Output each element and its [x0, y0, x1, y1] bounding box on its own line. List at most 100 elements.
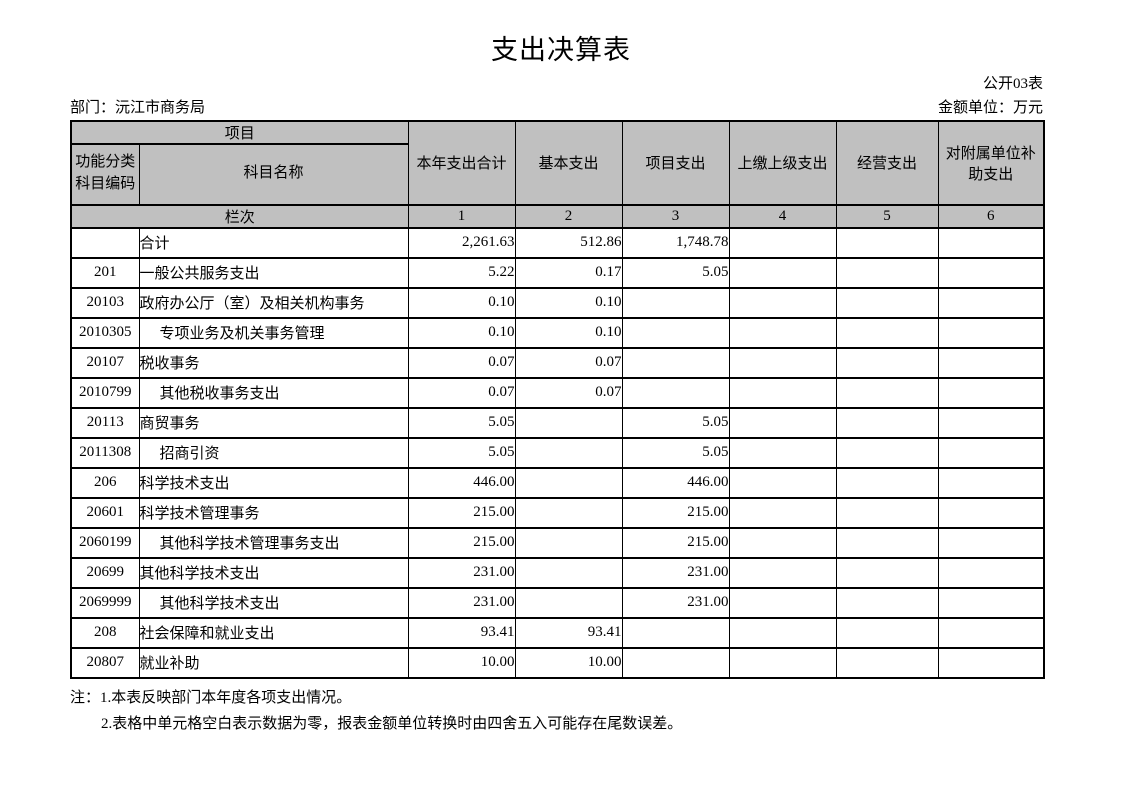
- row-basic-expenditure: 0.07: [514, 376, 623, 409]
- row-paid-to-higher-level: [728, 376, 837, 409]
- row-subject-name: 其他科学技术管理事务支出: [138, 526, 409, 559]
- row-subject-name: 科学技术管理事务: [138, 496, 409, 529]
- row-basic-expenditure: 0.17: [514, 256, 623, 289]
- row-subsidy-to-affiliates: [937, 526, 1045, 559]
- row-paid-to-higher-level: [728, 436, 837, 469]
- row-total-expenditure: 93.41: [407, 616, 516, 649]
- row-subsidy-to-affiliates: [937, 226, 1045, 259]
- row-subsidy-to-affiliates: [937, 376, 1045, 409]
- table-row: 208 社会保障和就业支出 93.41 93.41: [70, 616, 1045, 649]
- row-function-code: 20103: [70, 286, 140, 319]
- row-basic-expenditure: [514, 406, 623, 439]
- table-notes: 注：1.本表反映部门本年度各项支出情况。 2.表格中单元格空白表示数据为零，报表…: [70, 685, 1043, 738]
- header-project-expenditure: 项目支出: [621, 119, 730, 206]
- row-operating-expenditure: [835, 256, 939, 289]
- row-basic-expenditure: 10.00: [514, 646, 623, 679]
- column-number-4: 4: [728, 203, 837, 229]
- row-project-expenditure: 1,748.78: [621, 226, 730, 259]
- header-row-project: 项目 本年支出合计 基本支出 项目支出 上缴上级支出 经营支出 对附属单位补助支…: [70, 119, 1045, 206]
- row-function-code: 2010305: [70, 316, 140, 349]
- row-paid-to-higher-level: [728, 616, 837, 649]
- row-subject-name: 专项业务及机关事务管理: [138, 316, 409, 349]
- table-header: 项目 本年支出合计 基本支出 项目支出 上缴上级支出 经营支出 对附属单位补助支…: [70, 119, 1045, 229]
- row-paid-to-higher-level: [728, 646, 837, 679]
- row-project-expenditure: [621, 316, 730, 349]
- table-row: 20113 商贸事务 5.05 5.05: [70, 406, 1045, 439]
- row-subject-name: 其他税收事务支出: [138, 376, 409, 409]
- row-operating-expenditure: [835, 616, 939, 649]
- row-subject-name: 其他科学技术支出: [138, 586, 409, 619]
- header-function-code: 功能分类科目编码: [70, 142, 140, 206]
- row-subject-name: 招商引资: [138, 436, 409, 469]
- row-function-code: 201: [70, 256, 140, 289]
- row-total-expenditure: 215.00: [407, 526, 516, 559]
- column-number-5: 5: [835, 203, 939, 229]
- row-project-expenditure: 5.05: [621, 406, 730, 439]
- row-paid-to-higher-level: [728, 586, 837, 619]
- row-function-code: 20699: [70, 556, 140, 589]
- row-total-expenditure: 446.00: [407, 466, 516, 499]
- row-basic-expenditure: [514, 526, 623, 559]
- row-total-expenditure: 5.22: [407, 256, 516, 289]
- row-operating-expenditure: [835, 226, 939, 259]
- row-subject-name: 科学技术支出: [138, 466, 409, 499]
- row-subject-name: 其他科学技术支出: [138, 556, 409, 589]
- table-row: 20107 税收事务 0.07 0.07: [70, 346, 1045, 379]
- row-subsidy-to-affiliates: [937, 286, 1045, 319]
- row-subsidy-to-affiliates: [937, 406, 1045, 439]
- row-total-expenditure: 5.05: [407, 436, 516, 469]
- header-total-expenditure: 本年支出合计: [407, 119, 516, 206]
- header-project: 项目: [70, 119, 409, 145]
- row-paid-to-higher-level: [728, 406, 837, 439]
- meta-row: 部门：沅江市商务局 金额单位：万元: [70, 99, 1043, 117]
- department-label: 部门：沅江市商务局: [70, 99, 206, 116]
- form-code-label: 公开03表: [982, 75, 1043, 92]
- table-row: 2010799 其他税收事务支出 0.07 0.07: [70, 376, 1045, 409]
- row-subsidy-to-affiliates: [937, 586, 1045, 619]
- row-total-expenditure: 231.00: [407, 556, 516, 589]
- row-subsidy-to-affiliates: [937, 436, 1045, 469]
- row-project-expenditure: 5.05: [621, 256, 730, 289]
- header-row-column-index: 栏次 1 2 3 4 5 6: [70, 203, 1045, 229]
- table-body: 合计 2,261.63 512.86 1,748.78 201 一般公共服务支出…: [70, 226, 1045, 679]
- row-operating-expenditure: [835, 646, 939, 679]
- row-subject-name: 就业补助: [138, 646, 409, 679]
- row-function-code: 2010799: [70, 376, 140, 409]
- row-project-expenditure: 231.00: [621, 556, 730, 589]
- row-total-expenditure: 0.07: [407, 346, 516, 379]
- row-paid-to-higher-level: [728, 466, 837, 499]
- table-row: 201 一般公共服务支出 5.22 0.17 5.05: [70, 256, 1045, 289]
- row-paid-to-higher-level: [728, 286, 837, 319]
- row-basic-expenditure: 0.10: [514, 286, 623, 319]
- header-lanci: 栏次: [70, 203, 409, 229]
- row-subject-name: 政府办公厅（室）及相关机构事务: [138, 286, 409, 319]
- header-row-labels: 功能分类科目编码 科目名称: [70, 142, 1044, 206]
- page-title: 支出决算表: [491, 35, 631, 65]
- table-row: 合计 2,261.63 512.86 1,748.78: [70, 226, 1045, 259]
- column-number-2: 2: [514, 203, 623, 229]
- header-subsidy-to-affiliates: 对附属单位补助支出: [937, 119, 1045, 206]
- row-basic-expenditure: [514, 496, 623, 529]
- table-row: 20601 科学技术管理事务 215.00 215.00: [70, 496, 1045, 529]
- row-paid-to-higher-level: [728, 526, 837, 559]
- row-basic-expenditure: [514, 556, 623, 589]
- row-subsidy-to-affiliates: [937, 466, 1045, 499]
- row-operating-expenditure: [835, 286, 939, 319]
- row-paid-to-higher-level: [728, 556, 837, 589]
- table-row: 20807 就业补助 10.00 10.00: [70, 646, 1045, 679]
- table-row: 2060199 其他科学技术管理事务支出 215.00 215.00: [70, 526, 1045, 559]
- row-operating-expenditure: [835, 436, 939, 469]
- row-subsidy-to-affiliates: [937, 556, 1045, 589]
- column-number-3: 3: [621, 203, 730, 229]
- row-project-expenditure: [621, 376, 730, 409]
- row-subject-name: 税收事务: [138, 346, 409, 379]
- row-subsidy-to-affiliates: [937, 616, 1045, 649]
- row-project-expenditure: [621, 646, 730, 679]
- row-paid-to-higher-level: [728, 346, 837, 379]
- row-operating-expenditure: [835, 316, 939, 349]
- row-project-expenditure: 215.00: [621, 496, 730, 529]
- row-total-expenditure: 0.10: [407, 316, 516, 349]
- row-subsidy-to-affiliates: [937, 346, 1045, 379]
- row-function-code: 20601: [70, 496, 140, 529]
